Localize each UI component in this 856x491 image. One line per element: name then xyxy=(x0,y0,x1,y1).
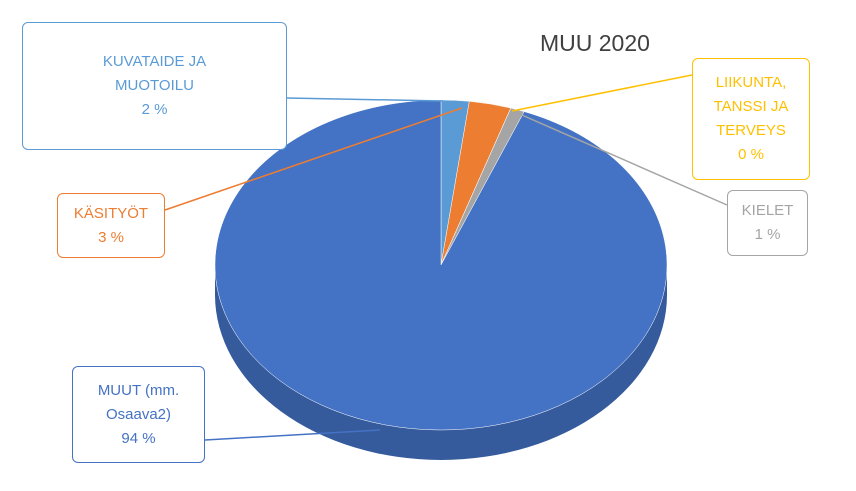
value-label: 1 % xyxy=(754,226,781,243)
pie-side xyxy=(215,265,667,460)
category-label: KUVATAIDE JA MUOTOILU xyxy=(102,53,207,94)
category-label: MUUT (mm. Osaava2) xyxy=(97,381,180,423)
chart-title: MUU 2020 xyxy=(540,30,650,56)
callout: KIELET 1 % xyxy=(727,190,808,256)
leader-line xyxy=(286,97,444,102)
value-label: 3 % xyxy=(98,228,124,246)
callout: KÄSITYÖT 3 % xyxy=(57,193,165,258)
leader-line xyxy=(514,111,728,206)
category-label: KIELET xyxy=(741,202,794,219)
callout: MUUT (mm. Osaava2) 94 % xyxy=(72,366,205,463)
pie-slice xyxy=(214,99,668,431)
leader-line xyxy=(511,74,693,112)
category-label: KÄSITYÖT xyxy=(73,204,149,222)
callout: KUVATAIDE JA MUOTOILU 2 % xyxy=(22,22,287,150)
leader-line xyxy=(204,429,381,441)
value-label: 0 % xyxy=(738,146,764,163)
callout: LIIKUNTA, TANSSI JA TERVEYS 0 % xyxy=(692,58,810,180)
value-label: 2 % xyxy=(141,101,168,118)
category-label: LIIKUNTA, TANSSI JA TERVEYS xyxy=(713,74,789,139)
leader-line xyxy=(164,107,463,211)
value-label: 94 % xyxy=(121,429,156,447)
